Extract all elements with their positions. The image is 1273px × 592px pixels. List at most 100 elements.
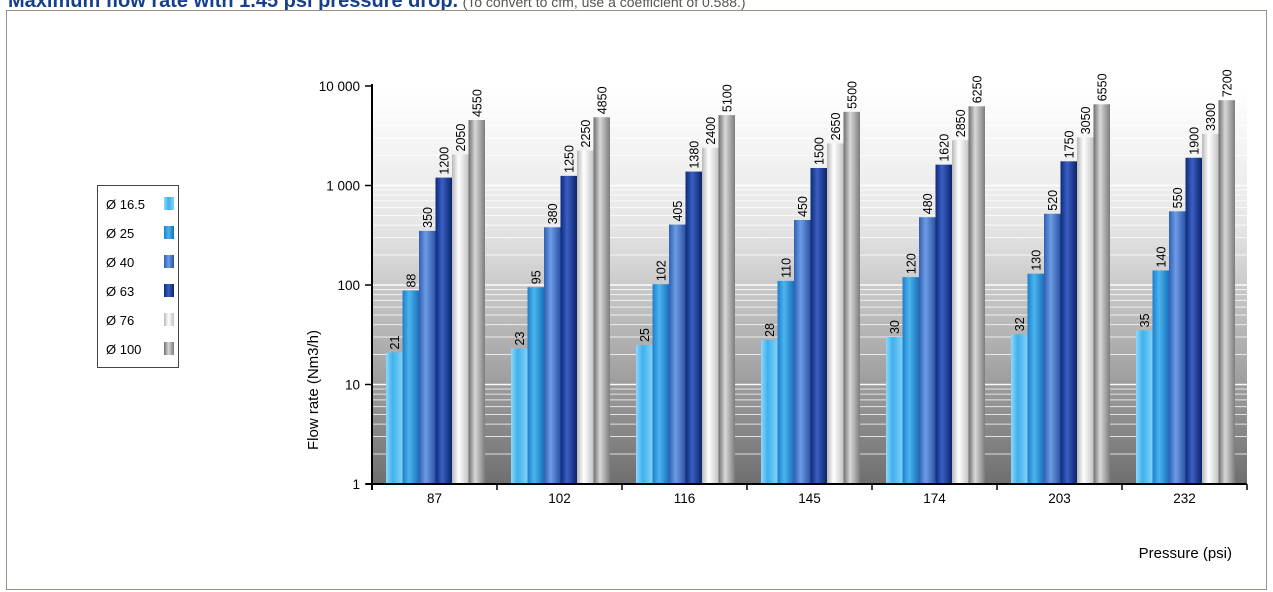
bar [386,352,403,484]
chart-title-main: Maximum flow rate with 1.45 psi pressure… [8,0,459,12]
legend-label: Ø 76 [106,313,135,328]
bar [886,337,903,484]
legend-item: Ø 16.5 [106,194,176,214]
bar [527,287,544,484]
bar-value-label: 3300 [1204,103,1218,131]
bar-value-label: 405 [671,201,685,222]
bar-value-label: 1900 [1187,127,1201,155]
bar [419,230,436,484]
y-tick-label: 1 000 [326,179,360,194]
bar [1011,334,1028,484]
y-tick-labels: 1 10 100 1 000 10 000 [319,79,360,492]
y-tick-label: 10 000 [319,79,360,94]
bar [919,217,936,484]
bar [652,284,669,484]
legend-item: Ø 63 [106,281,176,301]
bar-value-label: 2050 [454,124,468,152]
bar [685,171,702,484]
bar-value-label: 88 [404,274,418,288]
bar [560,175,577,484]
bar-value-label: 5100 [720,84,734,112]
legend-item: Ø 40 [106,252,176,272]
bar-value-label: 550 [1171,187,1185,208]
bar-value-label: 3050 [1079,106,1093,134]
legend: Ø 16.5 Ø 25 Ø 40 Ø 63 Ø 76 Ø 100 [97,185,179,368]
y-tick-label: 1 [352,477,360,492]
bar-value-label: 2250 [579,120,593,148]
legend-label: Ø 63 [106,284,135,299]
x-axis-label: Pressure (psi) [1139,545,1232,562]
bar [1136,330,1153,484]
legend-item: Ø 76 [106,310,176,330]
bar [718,115,735,484]
x-tick-label: 102 [548,491,571,506]
bar [777,280,794,484]
axes [365,84,1248,490]
bar-value-label: 2850 [954,109,968,137]
bar-value-label: 120 [904,253,918,274]
bar-value-label: 520 [1046,190,1060,211]
chart-title: Maximum flow rate with 1.45 psi pressure… [8,0,746,13]
bar [1027,273,1044,484]
bar [843,111,860,484]
bar [1044,213,1061,484]
bar [1152,270,1169,484]
bar [1218,100,1235,484]
bar [1060,161,1077,484]
bar-value-label: 7200 [1220,69,1234,97]
legend-swatch [164,226,174,239]
bar-value-label: 30 [888,320,902,334]
x-tick-label: 232 [1173,491,1196,506]
legend-swatch [164,313,174,326]
x-tick-label: 203 [1048,491,1071,506]
bar [468,120,485,484]
legend-swatch [164,342,174,355]
bar-value-label: 28 [763,323,777,337]
bar [669,224,686,484]
bar-value-label: 25 [638,328,652,342]
bar-value-label: 2650 [829,113,843,141]
bar-value-label: 140 [1154,247,1168,268]
chart-title-note: (To convert to cfm, use a coefficient of… [462,0,746,10]
legend-swatch [164,284,174,297]
bar-value-label: 1380 [687,141,701,169]
legend-label: Ø 16.5 [106,197,146,212]
x-tick-labels: 87 102 116 145 174 203 232 [427,491,1196,506]
bar-value-label: 1620 [937,134,951,162]
bar-value-label: 350 [421,207,435,228]
bar-value-label: 4850 [595,86,609,114]
legend-item: Ø 25 [106,223,176,243]
bar-value-label: 1500 [812,137,826,165]
bar [544,227,561,485]
bar-value-label: 380 [546,203,560,224]
legend-item: Ø 100 [106,339,176,359]
bar [968,106,985,484]
bar-value-label: 1750 [1062,130,1076,158]
bar [952,140,969,485]
bar [511,348,528,484]
x-tick-label: 87 [427,491,442,506]
bar [794,220,811,484]
bar-value-label: 6550 [1095,73,1109,101]
bar [1202,133,1219,484]
x-tick-label: 145 [798,491,821,506]
bar [452,154,469,485]
bar-value-label: 6250 [970,75,984,103]
x-tick-label: 116 [674,491,696,506]
legend-swatch [164,197,174,210]
bar [577,150,594,485]
bar-value-label: 102 [654,260,668,281]
legend-label: Ø 25 [106,226,135,241]
bar [702,147,719,484]
bar [1169,211,1186,484]
bar [402,290,419,484]
bar-value-label: 2400 [704,117,718,145]
bar-value-label: 110 [779,258,793,278]
bar-value-label: 480 [921,193,935,214]
bar [902,277,919,484]
bar-value-label: 130 [1029,250,1043,271]
bar [827,143,844,485]
bar [1077,137,1094,484]
